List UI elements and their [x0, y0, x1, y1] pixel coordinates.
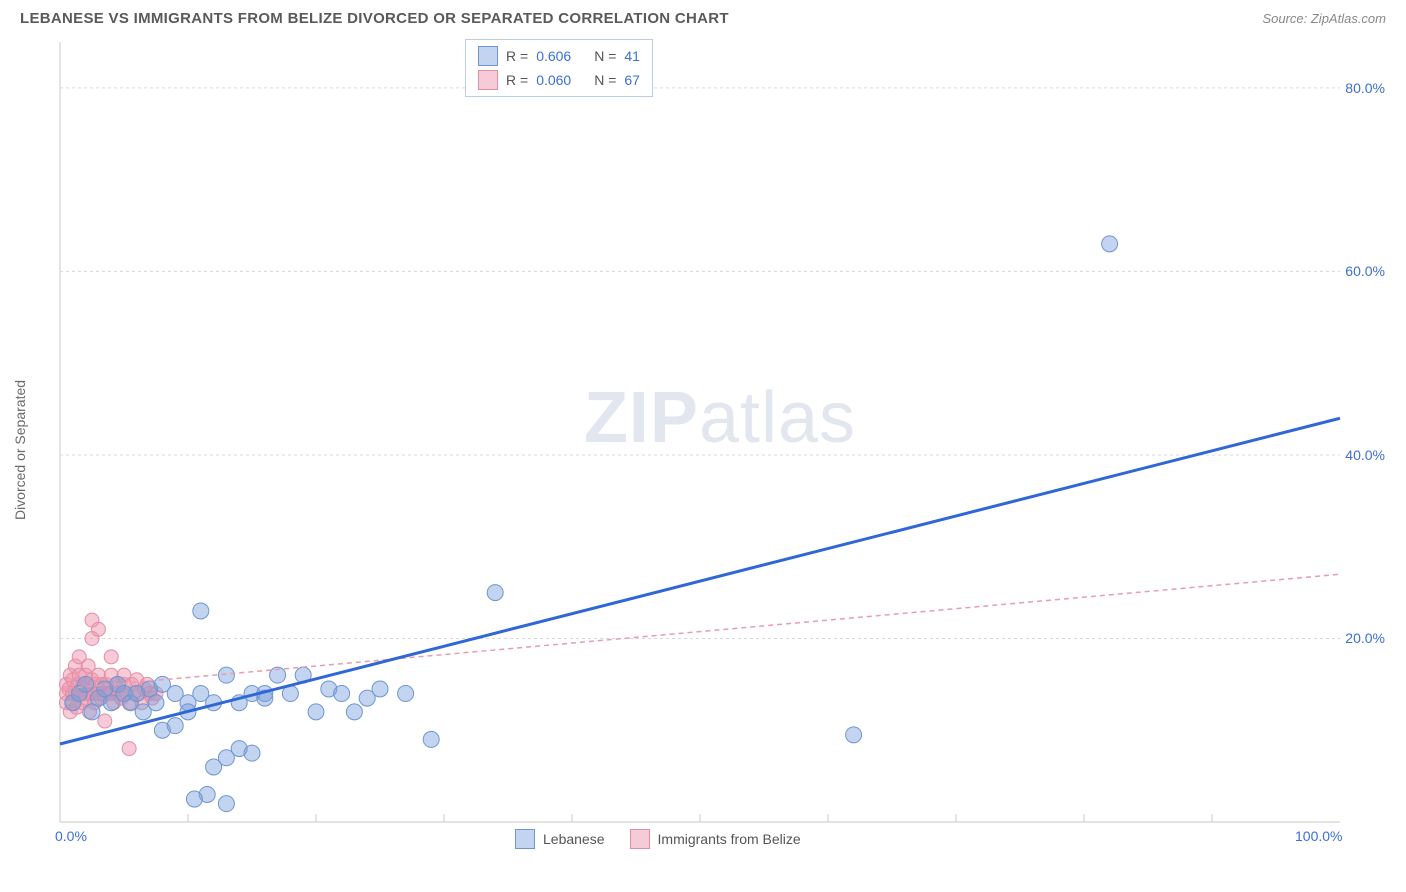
source-attribution: Source: ZipAtlas.com — [1262, 11, 1386, 26]
y-tick-label: 60.0% — [1345, 263, 1385, 279]
legend-label: Lebanese — [543, 831, 605, 847]
legend-swatch — [478, 70, 498, 90]
correlation-legend: R =0.606N =41R =0.060N =67 — [465, 39, 653, 97]
source-name: ZipAtlas.com — [1311, 11, 1386, 26]
legend-item: Immigrants from Belize — [630, 829, 801, 849]
scatter-chart — [50, 37, 1390, 847]
x-tick-label: 0.0% — [55, 828, 87, 844]
legend-swatch — [478, 46, 498, 66]
series-legend: Lebanese Immigrants from Belize — [515, 829, 801, 849]
legend-row: R =0.606N =41 — [478, 44, 640, 68]
y-axis-label: Divorced or Separated — [12, 380, 28, 520]
legend-item: Lebanese — [515, 829, 605, 849]
chart-area: Divorced or Separated ZIPatlas R =0.606N… — [50, 37, 1390, 847]
legend-swatch — [515, 829, 535, 849]
header: LEBANESE VS IMMIGRANTS FROM BELIZE DIVOR… — [0, 0, 1406, 32]
x-tick-label: 100.0% — [1295, 828, 1342, 844]
y-tick-label: 20.0% — [1345, 630, 1385, 646]
y-tick-label: 40.0% — [1345, 447, 1385, 463]
legend-swatch — [630, 829, 650, 849]
legend-row: R =0.060N =67 — [478, 68, 640, 92]
source-prefix: Source: — [1262, 11, 1310, 26]
legend-label: Immigrants from Belize — [658, 831, 801, 847]
chart-title: LEBANESE VS IMMIGRANTS FROM BELIZE DIVOR… — [20, 10, 729, 27]
y-tick-label: 80.0% — [1345, 80, 1385, 96]
